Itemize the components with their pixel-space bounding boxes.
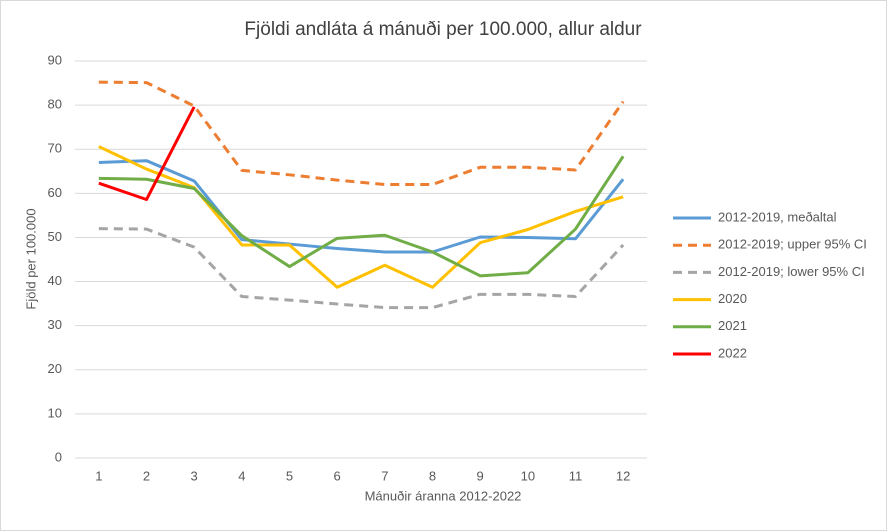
x-tick-label: 2 <box>143 468 150 483</box>
chart-title: Fjöldi andláta á mánuði per 100.000, all… <box>244 19 642 40</box>
x-tick-label: 12 <box>616 468 630 483</box>
y-tick-label: 80 <box>48 97 62 112</box>
legend-label: 2020 <box>718 291 747 306</box>
y-tick-label: 70 <box>48 141 62 156</box>
line-series <box>98 145 624 289</box>
y-tick-label: 30 <box>48 317 62 332</box>
y-tick-label: 20 <box>48 361 62 376</box>
x-tick-label: 11 <box>569 468 583 483</box>
x-tick-label: 3 <box>191 468 198 483</box>
x-tick-label: 5 <box>286 468 293 483</box>
x-tick-label: 6 <box>334 468 341 483</box>
y-tick-label: 0 <box>55 449 62 464</box>
line-series <box>98 106 196 202</box>
y-tick-label: 10 <box>48 405 62 420</box>
y-tick-label: 60 <box>48 185 62 200</box>
legend-label: 2022 <box>718 345 747 360</box>
x-tick-label: 7 <box>381 468 388 483</box>
legend-label: 2012-2019, meðaltal <box>718 209 837 224</box>
x-tick-label: 4 <box>238 468 245 483</box>
y-tick-label: 50 <box>48 229 62 244</box>
y-tick-label: 90 <box>48 52 62 67</box>
y-axis-label: Fjöld per 100.000 <box>23 208 38 309</box>
x-tick-label: 1 <box>95 468 102 483</box>
x-tick-label: 8 <box>429 468 436 483</box>
line-series <box>98 155 625 278</box>
legend-label: 2012-2019; upper 95% CI <box>718 237 867 252</box>
x-tick-label: 9 <box>477 468 484 483</box>
x-tick-label: 10 <box>521 468 535 483</box>
line-series <box>98 159 625 254</box>
legend-label: 2021 <box>718 318 747 333</box>
line-series <box>98 227 625 310</box>
y-tick-label: 40 <box>48 273 62 288</box>
legend-label: 2012-2019; lower 95% CI <box>718 264 865 279</box>
line-series <box>98 80 625 187</box>
x-axis-label: Mánuðir áranna 2012-2022 <box>365 488 522 503</box>
